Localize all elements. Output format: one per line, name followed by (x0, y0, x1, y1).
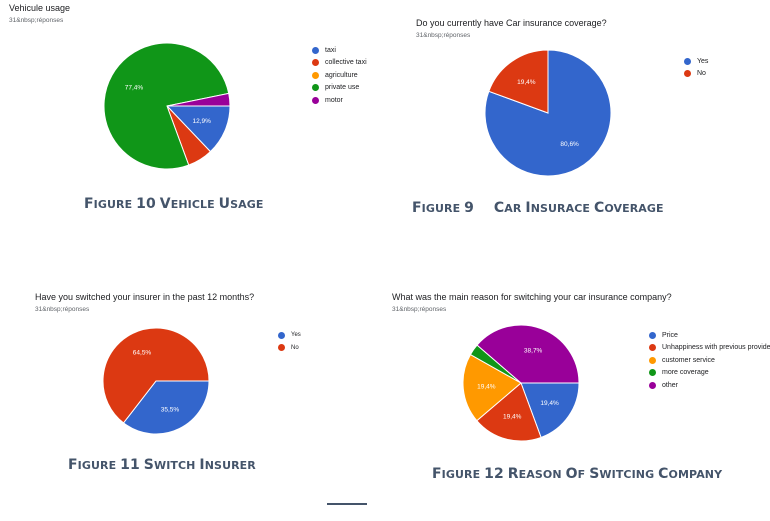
legend-item[interactable]: No (684, 68, 708, 81)
response-count: 31&nbsp;réponses (392, 306, 447, 313)
legend-swatch (312, 46, 319, 54)
legend-label: agriculture (325, 71, 358, 79)
legend-swatch (649, 356, 656, 364)
divider (327, 503, 367, 505)
legend-label: other (662, 381, 678, 389)
legend-label: No (291, 344, 299, 351)
figure-caption-10: FIGURE 10 VEHICLE USAGE (84, 196, 264, 212)
legend-item[interactable]: agriculture (312, 69, 367, 82)
legend-item[interactable]: motor (312, 94, 367, 107)
pie-chart-switch-reason: 19,4% 19,4% 19,4% 38,7% (462, 324, 580, 442)
legend-label: No (697, 70, 706, 78)
chart-title-vehicle-usage: Vehicule usage (9, 3, 71, 13)
figure-caption-11: FIGURE 11 SWITCH INSURER (68, 457, 256, 473)
pie-slice-price[interactable] (520, 382, 580, 439)
legend-label: Price (662, 331, 678, 339)
caption-fig: FIGURE 9 (412, 200, 474, 216)
caption-name: REASON OF SWITCING COMPANY (507, 466, 723, 482)
legend-label: Yes (291, 332, 301, 339)
legend-swatch (649, 381, 656, 389)
slice-label: 38,7% (524, 347, 543, 354)
figure-caption-12: FIGURE 12 REASON OF SWITCING COMPANY (432, 466, 722, 482)
slice-label: 77,4% (125, 85, 144, 92)
legend-swatch (312, 71, 319, 79)
pie-slice-motor[interactable] (166, 92, 231, 107)
slice-label: 12,9% (193, 118, 212, 125)
pie-chart-vehicle-usage: 12,9% 77,4% (103, 42, 231, 170)
caption-fig: FIGURE 12 (432, 466, 504, 482)
legend-label: taxi (325, 46, 336, 54)
legend-item[interactable]: Yes (684, 55, 708, 68)
legend-item[interactable]: more coverage (649, 367, 770, 380)
legend-switch-reason: Price Unhappiness with previous provider c… (649, 329, 770, 392)
legend-item[interactable]: Price (649, 329, 770, 342)
legend-label: Unhappiness with previous provider (662, 344, 770, 352)
legend-label: private use (325, 84, 360, 92)
pie-slice-unhappiness-with-previous-provider[interactable] (476, 382, 542, 442)
legend-insurance-coverage: Yes No (684, 55, 708, 80)
legend-swatch (684, 57, 691, 65)
legend-item[interactable]: other (649, 379, 770, 392)
caption-fig: FIGURE 11 (68, 457, 140, 473)
response-count: 31&nbsp;réponses (9, 17, 64, 24)
legend-swatch (649, 331, 656, 339)
slice-label: 19,4% (540, 400, 559, 407)
legend-item[interactable]: taxi (312, 44, 367, 57)
legend-item[interactable]: No (278, 342, 301, 355)
slice-label: 19,4% (517, 79, 536, 86)
chart-title-switch-reason: What was the main reason for switching y… (392, 292, 672, 302)
pie-slice-customer-service[interactable] (462, 353, 522, 422)
pie-slice-no[interactable] (102, 327, 210, 424)
legend-item[interactable]: private use (312, 82, 367, 95)
legend-swatch (312, 84, 319, 92)
legend-swatch (649, 369, 656, 377)
chart-title-insurance-coverage: Do you currently have Car insurance cove… (416, 18, 607, 28)
legend-swatch (312, 96, 319, 104)
legend-item[interactable]: Yes (278, 329, 301, 342)
response-count: 31&nbsp;réponses (416, 32, 471, 39)
pie-slice-private-use[interactable] (103, 42, 230, 170)
legend-swatch (649, 344, 656, 352)
caption-name: CAR INSURACE COVERAGE (493, 200, 664, 216)
legend-label: motor (325, 96, 343, 104)
pie-chart-insurance-coverage: 80,6% 19,4% (484, 49, 612, 177)
caption-name: VEHICLE USAGE (159, 196, 264, 212)
slice-label: 19,4% (477, 383, 496, 390)
legend-label: more coverage (662, 369, 709, 377)
pie-slice-yes[interactable] (122, 380, 210, 435)
legend-swatch (312, 59, 319, 67)
figure-caption-9: FIGURE 9 CAR INSURACE COVERAGE (412, 200, 664, 216)
response-count: 31&nbsp;réponses (35, 306, 90, 313)
legend-vehicle-usage: taxi collective taxi agriculture private us… (312, 44, 367, 107)
legend-item[interactable]: Unhappiness with previous provider (649, 342, 770, 355)
pie-slice-no[interactable] (488, 49, 549, 114)
slice-label: 35,5% (161, 407, 180, 414)
legend-swatch (278, 344, 285, 352)
legend-item[interactable]: collective taxi (312, 57, 367, 70)
pie-chart-switch-insurer: 35,5% 64,5% (102, 327, 210, 435)
legend-label: collective taxi (325, 59, 367, 67)
legend-label: Yes (697, 57, 709, 65)
legend-swatch (684, 70, 691, 78)
slice-label: 80,6% (560, 141, 579, 148)
caption-fig: FIGURE 10 (84, 196, 156, 212)
caption-name: SWITCH INSURER (143, 457, 256, 473)
legend-label: customer service (662, 356, 715, 364)
legend-switch-insurer: Yes No (278, 329, 301, 354)
legend-item[interactable]: customer service (649, 354, 770, 367)
legend-swatch (278, 331, 285, 339)
slice-label: 64,5% (133, 349, 152, 356)
chart-title-switch-insurer: Have you switched your insurer in the pa… (35, 292, 255, 302)
pie-slice-other[interactable] (476, 324, 580, 384)
slice-label: 19,4% (503, 414, 522, 421)
